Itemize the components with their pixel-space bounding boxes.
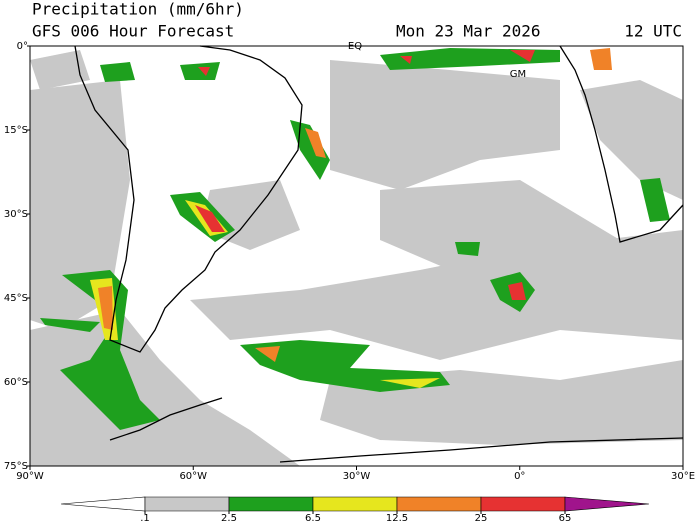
colorbar-label: 65 <box>559 513 572 524</box>
date: Mon 23 Mar 2026 <box>396 22 541 41</box>
y-tick-label: 60°S <box>4 377 28 388</box>
x-tick-label: 30°W <box>343 471 371 482</box>
x-tick-label: 0° <box>514 471 525 482</box>
moderate-precip <box>40 48 670 430</box>
colorbar-segment <box>480 496 566 512</box>
colorbar-segment <box>228 496 314 512</box>
time: 12 UTC <box>624 22 682 41</box>
colorbar-segment <box>60 496 146 512</box>
map-area: EQ GM <box>29 41 684 467</box>
colorbar-segment <box>312 496 398 512</box>
colorbar-segment <box>564 496 650 512</box>
x-tick-label: 90°W <box>16 471 44 482</box>
title: Precipitation (mm/6hr) <box>32 0 244 19</box>
x-tick-label: 60°W <box>179 471 207 482</box>
coastlines <box>74 45 684 463</box>
y-tick-label: 30°S <box>4 209 28 220</box>
subtitle: GFS 006 Hour Forecast <box>32 22 234 41</box>
colorbar-segment <box>144 496 230 512</box>
colorbar-label: 2.5 <box>221 513 237 524</box>
y-tick-label: 45°S <box>4 293 28 304</box>
y-tick-label: 75°S <box>4 461 28 472</box>
x-tick-label: 30°E <box>671 471 695 482</box>
greenwich-label: GM <box>510 69 526 80</box>
colorbar-label: 12.5 <box>386 513 408 524</box>
colorbar-label: .1 <box>140 513 150 524</box>
y-tick-label: 0° <box>17 41 28 52</box>
y-tick-label: 15°S <box>4 125 28 136</box>
colorbar-label: 25 <box>475 513 488 524</box>
colorbar-label: 6.5 <box>305 513 321 524</box>
colorbar-segment <box>396 496 482 512</box>
equator-label: EQ <box>348 41 362 52</box>
